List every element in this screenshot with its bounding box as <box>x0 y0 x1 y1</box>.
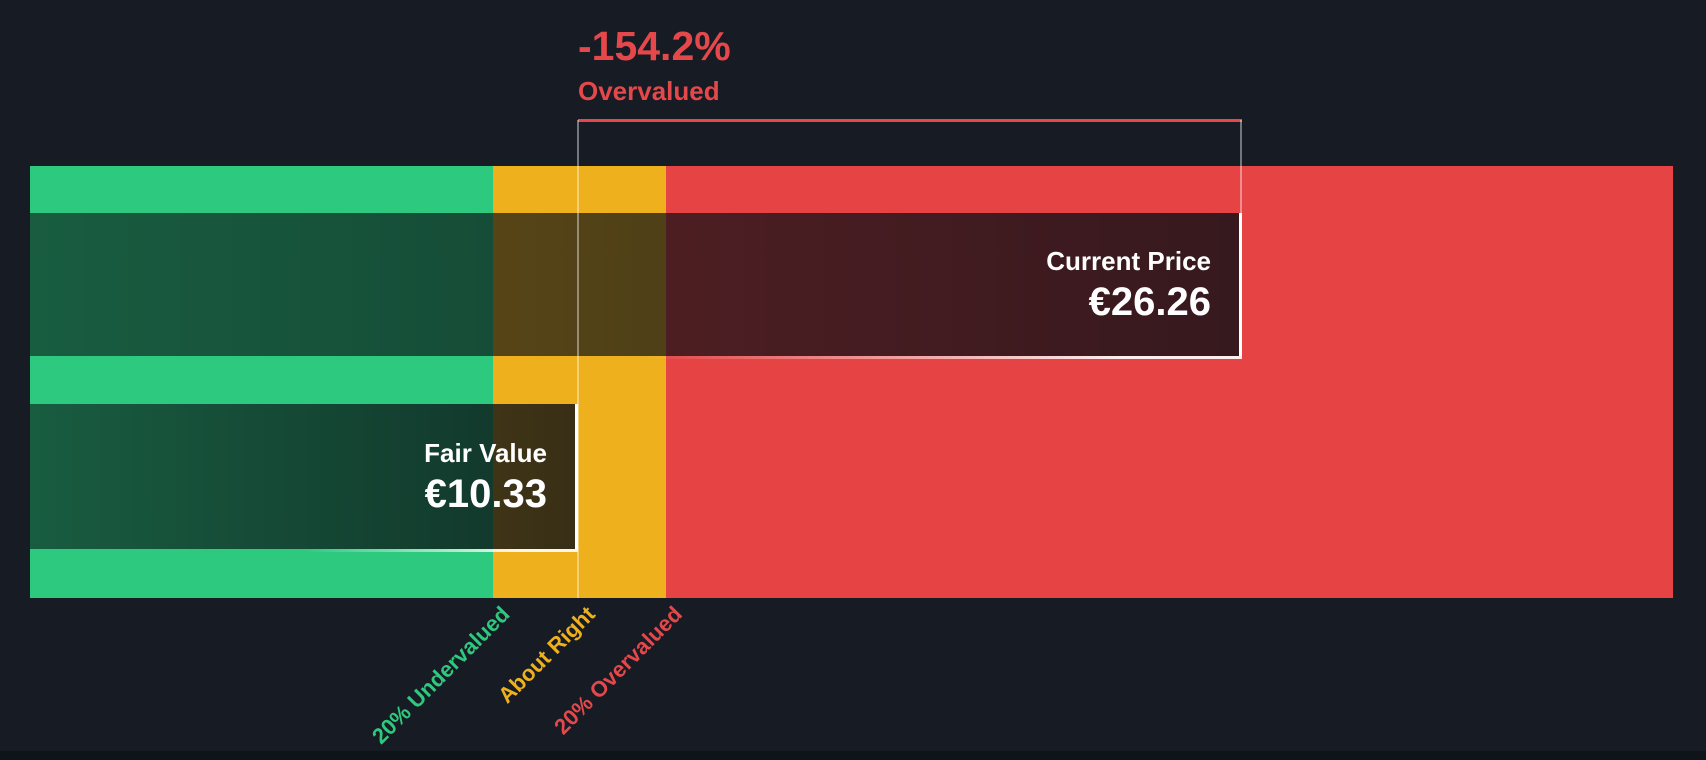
bottom-edge-strip <box>0 751 1706 760</box>
fair-value-bar[interactable]: Fair Value €10.33 <box>30 404 578 552</box>
chart-area: Current Price €26.26 Fair Value €10.33 <box>30 166 1673 598</box>
current-price-marker-line <box>1240 120 1242 213</box>
discount-label: Overvalued <box>578 76 720 107</box>
fair-value-label: Fair Value <box>424 437 547 468</box>
current-price-value: €26.26 <box>1088 279 1211 324</box>
discount-bracket-line <box>578 119 1242 122</box>
current-price-label: Current Price <box>1046 245 1211 276</box>
current-price-bar[interactable]: Current Price €26.26 <box>30 213 1242 359</box>
fair-value-value: €10.33 <box>424 471 547 516</box>
axis-label-undervalued: 20% Undervalued <box>366 601 514 749</box>
fair-value-marker-line <box>577 120 579 598</box>
discount-annotation: -154.2% Overvalued <box>578 23 731 107</box>
discount-percent: -154.2% <box>578 23 731 69</box>
